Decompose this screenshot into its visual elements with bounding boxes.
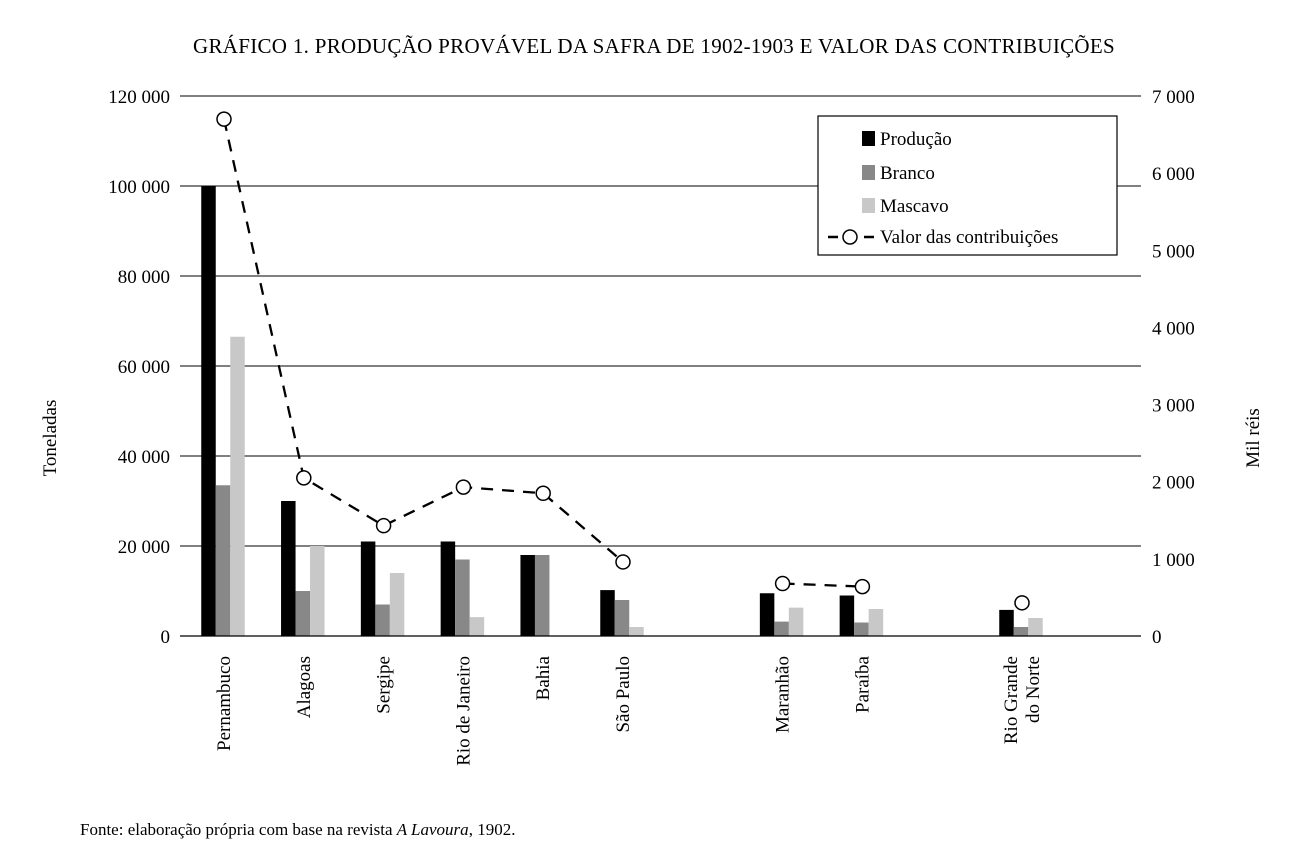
source-italic: A Lavoura <box>396 820 469 839</box>
contribution-point <box>296 470 312 486</box>
bar-mascavo <box>629 627 644 636</box>
bar-producao <box>360 541 376 636</box>
bar-branco <box>774 621 789 636</box>
bar-producao <box>201 186 216 636</box>
bar-branco <box>1013 627 1029 636</box>
contribution-point <box>535 485 551 502</box>
legend-label-mascavo: Mascavo <box>880 196 949 217</box>
right-tick-label: 3 000 <box>1152 396 1195 417</box>
bar-mascavo <box>469 617 485 636</box>
bar-mascavo <box>1028 618 1043 636</box>
left-tick-label: 80 000 <box>118 267 170 288</box>
category-label: do Norte <box>1023 656 1044 723</box>
category-label: Bahia <box>533 655 554 700</box>
contribution-point <box>375 517 392 534</box>
category-label: Pernambuco <box>214 656 235 751</box>
legend-swatch-mascavo <box>862 198 875 213</box>
category-label: Paraíba <box>852 655 873 713</box>
source-note: Fonte: elaboração própria com base na re… <box>80 820 515 839</box>
bars <box>201 186 1043 636</box>
bar-mascavo <box>788 607 804 636</box>
legend-swatch-producao <box>862 131 875 146</box>
right-tick-label: 2 000 <box>1152 473 1195 494</box>
contribution-line-segment <box>782 582 863 588</box>
category-label: Maranhão <box>773 656 794 733</box>
bar-producao <box>440 541 456 636</box>
bar-branco <box>295 591 311 636</box>
right-tick-label: 4 000 <box>1152 318 1195 339</box>
bar-branco <box>455 559 470 636</box>
left-tick-label: 100 000 <box>108 177 170 198</box>
right-tick-label: 7 000 <box>1152 87 1195 108</box>
right-axis-title: Mil réis <box>1243 408 1264 468</box>
right-tick-label: 6 000 <box>1152 164 1195 185</box>
right-tick-label: 1 000 <box>1152 550 1195 571</box>
legend-label-branco: Branco <box>880 163 935 184</box>
contribution-line-segment <box>222 118 624 563</box>
bar-branco <box>854 622 869 636</box>
bar-mascavo <box>310 546 325 636</box>
contribution-point <box>774 575 791 592</box>
left-tick-label: 60 000 <box>118 357 170 378</box>
contribution-point <box>615 554 631 570</box>
right-axis-ticks: 0 1 000 2 000 3 000 4 000 5 000 6 000 7 000 <box>1152 87 1195 648</box>
bar-mascavo <box>868 609 884 636</box>
contribution-point <box>1014 595 1030 611</box>
category-label: Sergipe <box>374 656 395 714</box>
left-tick-label: 0 <box>161 627 171 648</box>
bar-producao <box>839 595 855 636</box>
category-label: São Paulo <box>613 656 634 733</box>
bar-branco <box>614 600 630 636</box>
chart-title: GRÁFICO 1. PRODUÇÃO PROVÁVEL DA SAFRA DE… <box>193 34 1115 58</box>
legend-marker-contribuicoes <box>842 229 858 245</box>
legend-label-producao: Produção <box>880 129 952 150</box>
contribution-point <box>455 479 472 495</box>
contribution-line <box>216 111 1030 611</box>
contribution-point <box>854 578 871 595</box>
left-tick-label: 40 000 <box>118 447 170 468</box>
legend-swatch-branco <box>862 165 875 180</box>
category-label: Rio Grande <box>1001 656 1022 744</box>
grid-lines <box>180 95 1141 547</box>
right-tick-label: 0 <box>1152 627 1162 648</box>
right-tick-label: 5 000 <box>1152 241 1195 262</box>
bar-branco <box>534 555 550 636</box>
bar-producao <box>999 609 1014 636</box>
left-axis-ticks: 0 20 000 40 000 60 000 80 000 100 000 120 000 <box>108 87 170 648</box>
bar-branco <box>215 485 231 636</box>
bar-mascavo <box>230 336 245 636</box>
left-tick-label: 120 000 <box>108 87 170 108</box>
category-labels: Pernambuco Alagoas Sergipe Rio de Janeiro Ba… <box>214 655 1044 765</box>
contribution-point <box>216 111 232 127</box>
bar-mascavo <box>389 573 405 636</box>
category-label: Alagoas <box>294 656 315 718</box>
source-suffix: , 1902. <box>469 820 516 839</box>
bar-branco <box>375 604 390 636</box>
bar-producao <box>520 555 535 636</box>
legend-label-contribuicoes: Valor das contribuições <box>880 227 1058 248</box>
legend: Produção Branco Mascavo Valor das contri… <box>817 115 1118 256</box>
bar-producao <box>281 501 296 636</box>
left-tick-label: 20 000 <box>118 537 170 558</box>
bar-producao <box>759 593 775 636</box>
left-axis-title: Toneladas <box>40 400 61 477</box>
source-prefix: Fonte: elaboração própria com base na re… <box>80 820 397 839</box>
category-label: Rio de Janeiro <box>453 656 474 766</box>
bar-producao <box>600 590 615 636</box>
